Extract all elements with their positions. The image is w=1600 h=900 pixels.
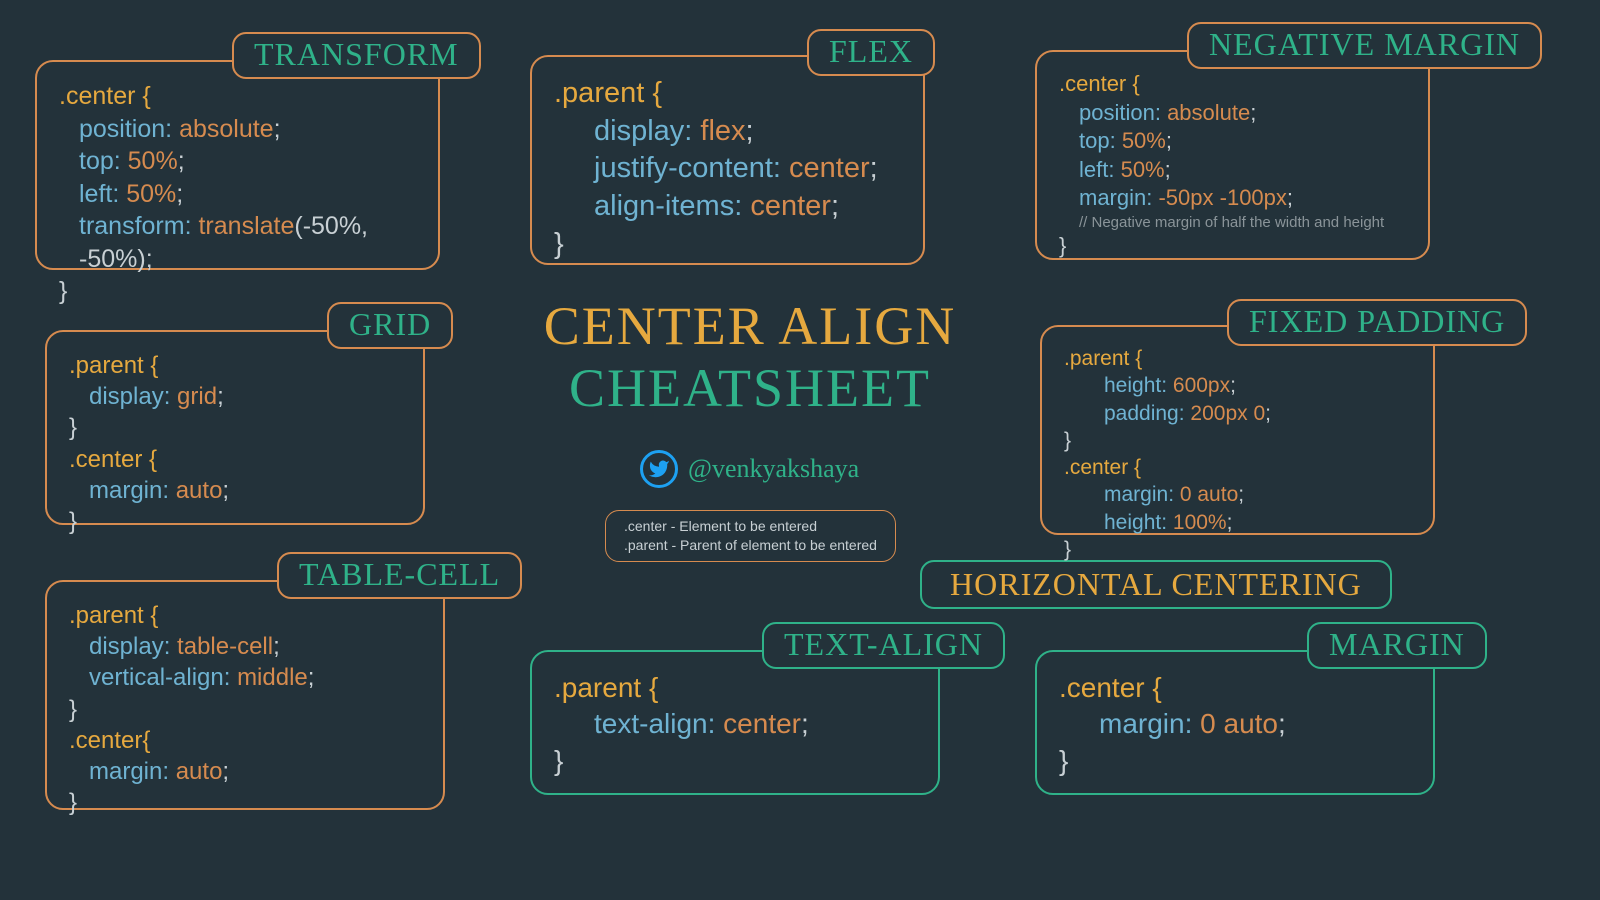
card-label-grid: GRID [327,302,453,349]
card-label-negmargin: NEGATIVE MARGIN [1187,22,1542,69]
card-textalign: TEXT-ALIGN.parent {text-align: center;} [530,650,940,795]
card-fixedpad: FIXED PADDING.parent {height: 600px;padd… [1040,325,1435,535]
legend-line-2: .parent - Parent of element to be entere… [624,536,877,555]
card-label-textalign: TEXT-ALIGN [762,622,1005,669]
code-block-transform: .center {position: absolute;top: 50%;lef… [37,62,438,326]
card-label-transform: TRANSFORM [232,32,481,79]
card-label-margin: MARGIN [1307,622,1487,669]
author-handle[interactable]: @venkyakshaya [640,450,859,488]
code-block-negmargin: .center {position: absolute;top: 50%;lef… [1037,52,1428,279]
card-flex: FLEX.parent {display: flex;justify-conte… [530,55,925,265]
code-block-grid: .parent {display: grid;}.center {margin:… [47,332,423,555]
twitter-icon [640,450,678,488]
legend-box: .center - Element to be entered .parent … [605,510,896,562]
author-handle-text: @venkyakshaya [688,454,859,484]
code-block-textalign: .parent {text-align: center;} [532,652,938,797]
title-line1: CENTER ALIGN [540,295,960,357]
code-block-margin: .center {margin: 0 auto;} [1037,652,1433,797]
code-block-fixedpad: .parent {height: 600px;padding: 200px 0;… [1042,327,1433,581]
card-transform: TRANSFORM.center {position: absolute;top… [35,60,440,270]
cheatsheet-title: CENTER ALIGN CHEATSHEET [540,295,960,419]
legend-line-1: .center - Element to be entered [624,517,877,536]
card-margin: MARGIN.center {margin: 0 auto;} [1035,650,1435,795]
card-tablecell: TABLE-CELL.parent {display: table-cell;v… [45,580,445,810]
card-label-tablecell: TABLE-CELL [277,552,522,599]
title-line2: CHEATSHEET [540,357,960,419]
code-block-tablecell: .parent {display: table-cell;vertical-al… [47,582,443,836]
card-label-flex: FLEX [807,29,935,76]
code-block-flex: .parent {display: flex;justify-content: … [532,57,923,281]
card-grid: GRID.parent {display: grid;}.center {mar… [45,330,425,525]
card-negmargin: NEGATIVE MARGIN.center {position: absolu… [1035,50,1430,260]
card-label-fixedpad: FIXED PADDING [1227,299,1527,346]
